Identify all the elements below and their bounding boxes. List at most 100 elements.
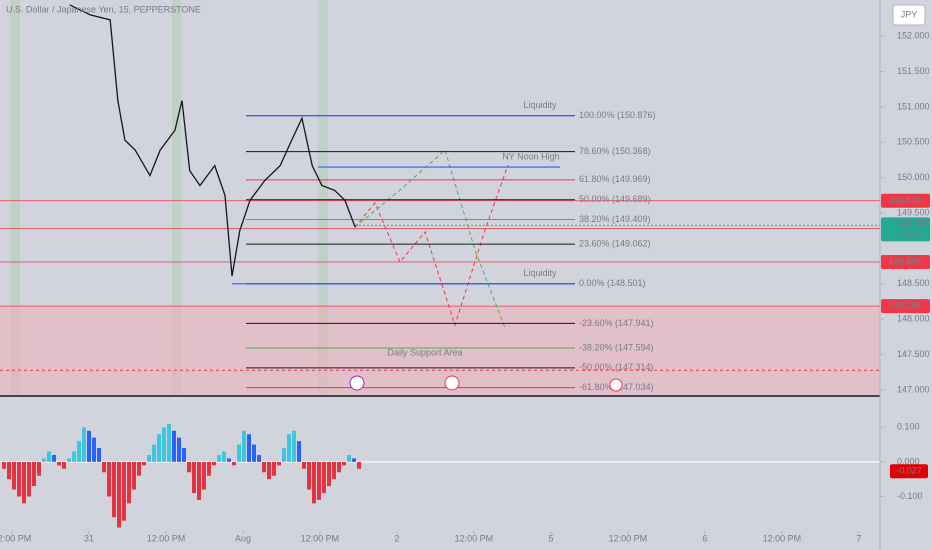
- event-icon[interactable]: [444, 375, 460, 391]
- histogram-bar: [97, 448, 101, 462]
- price-badge-label: 148.809: [889, 256, 922, 266]
- x-tick-label: 6: [702, 533, 707, 543]
- x-tick-label: Aug: [235, 533, 251, 543]
- histogram-bar: [242, 430, 246, 462]
- histogram-bar: [327, 461, 331, 487]
- x-tick-label: 12:00 PM: [301, 533, 340, 543]
- y-tick-label: 0.000: [897, 456, 920, 466]
- histogram-bar: [102, 461, 106, 473]
- histogram-bar: [262, 461, 266, 473]
- histogram-bar: [157, 434, 161, 462]
- histogram-bar: [127, 461, 131, 504]
- annotation-label: Liquidity: [523, 100, 557, 110]
- histogram-bar: [267, 461, 271, 480]
- y-tick-label: 148.500: [897, 278, 930, 288]
- value-badge: [890, 464, 928, 479]
- x-tick-label: 31: [84, 533, 94, 543]
- support-area: [0, 306, 880, 395]
- histogram-bar: [107, 461, 111, 497]
- histogram-bar: [12, 461, 16, 490]
- histogram-bar: [272, 461, 276, 476]
- histogram-bar: [317, 461, 321, 500]
- symbol-legend: U.S. Dollar / Japanese Yen, 15, PEPPERST…: [6, 4, 201, 14]
- price-badge: [881, 299, 930, 314]
- fib-label: 50.00% (149.689): [579, 194, 651, 204]
- histogram-bar: [212, 461, 216, 466]
- histogram-bar: [47, 451, 51, 462]
- countdown-label: 13:53: [897, 230, 920, 240]
- x-tick-label: 12:00 PM: [609, 533, 648, 543]
- histogram-bar: [182, 448, 186, 462]
- event-icon[interactable]: [349, 375, 365, 391]
- fib-label: 23.60% (149.062): [579, 238, 651, 248]
- histogram-bar: [342, 461, 346, 466]
- fib-label: 100.00% (150.876): [579, 110, 656, 120]
- y-tick-label: 150.500: [897, 137, 930, 147]
- histogram-bar: [57, 461, 61, 466]
- histogram-bar: [257, 454, 261, 462]
- y-tick-label: 152.000: [897, 30, 930, 40]
- price-badge-label: 148.186: [889, 300, 922, 310]
- currency-button-label[interactable]: JPY: [901, 9, 918, 19]
- event-icon[interactable]: [609, 378, 623, 392]
- histogram-bar: [42, 458, 46, 462]
- x-tick-label: 5: [548, 533, 553, 543]
- histogram-bar: [167, 423, 171, 462]
- histogram-bar: [67, 458, 71, 462]
- histogram-bar: [307, 461, 311, 490]
- histogram-bar: [122, 461, 126, 521]
- histogram-bar: [62, 461, 66, 469]
- y-tick-label: 147.000: [897, 384, 930, 394]
- histogram-bar: [232, 461, 236, 466]
- y-tick-label: 151.500: [897, 66, 930, 76]
- fib-label: 61.80% (149.969): [579, 174, 651, 184]
- fib-label: -38.20% (147.594): [579, 342, 654, 352]
- fib-label: 78.60% (150.368): [579, 146, 651, 156]
- projection-path: [354, 149, 506, 329]
- histogram-bar: [352, 458, 356, 462]
- y-tick-label: 150.000: [897, 172, 930, 182]
- x-tick-label: 12:00 PM: [147, 533, 186, 543]
- histogram-bar: [117, 461, 121, 528]
- histogram-bar: [292, 430, 296, 462]
- histogram-bar: [337, 461, 341, 473]
- histogram-bar: [287, 434, 291, 462]
- histogram-bar: [7, 461, 11, 480]
- histogram-bar: [197, 461, 201, 500]
- fib-label: 38.20% (149.409): [579, 214, 651, 224]
- y-tick-label: -0.100: [897, 491, 923, 501]
- histogram-bar: [252, 444, 256, 462]
- histogram-bar: [322, 461, 326, 494]
- histogram-bar: [162, 427, 166, 462]
- histogram-bar: [277, 461, 281, 466]
- histogram-bar: [32, 461, 36, 487]
- histogram-bar: [72, 451, 76, 462]
- histogram-bar: [357, 461, 361, 469]
- annotation-label: NY Noon High: [502, 151, 559, 161]
- histogram-bar: [17, 461, 21, 497]
- histogram-bar: [332, 461, 336, 480]
- price-line-series: [69, 4, 356, 277]
- histogram-bar: [302, 461, 306, 469]
- currency-button[interactable]: [892, 4, 926, 26]
- histogram-bar: [207, 461, 211, 476]
- histogram-bar: [177, 437, 181, 462]
- histogram-bar: [147, 454, 151, 462]
- value-badge-label: -0.027: [896, 466, 922, 476]
- histogram-bar: [92, 437, 96, 462]
- histogram-bar: [282, 448, 286, 462]
- x-tick-label: 12:00 PM: [455, 533, 494, 543]
- histogram-bar: [142, 461, 146, 466]
- histogram-bar: [187, 461, 191, 473]
- fib-label: -23.60% (147.941): [579, 318, 654, 328]
- price-badge: [881, 254, 930, 269]
- histogram-bar: [132, 461, 136, 490]
- current-price-label: 149.327: [897, 219, 930, 229]
- fib-label: 0.00% (148.501): [579, 278, 646, 288]
- histogram-bar: [137, 461, 141, 476]
- histogram-bar: [2, 461, 6, 469]
- histogram-bar: [172, 430, 176, 462]
- histogram-bar: [222, 451, 226, 462]
- histogram-bar: [202, 461, 206, 490]
